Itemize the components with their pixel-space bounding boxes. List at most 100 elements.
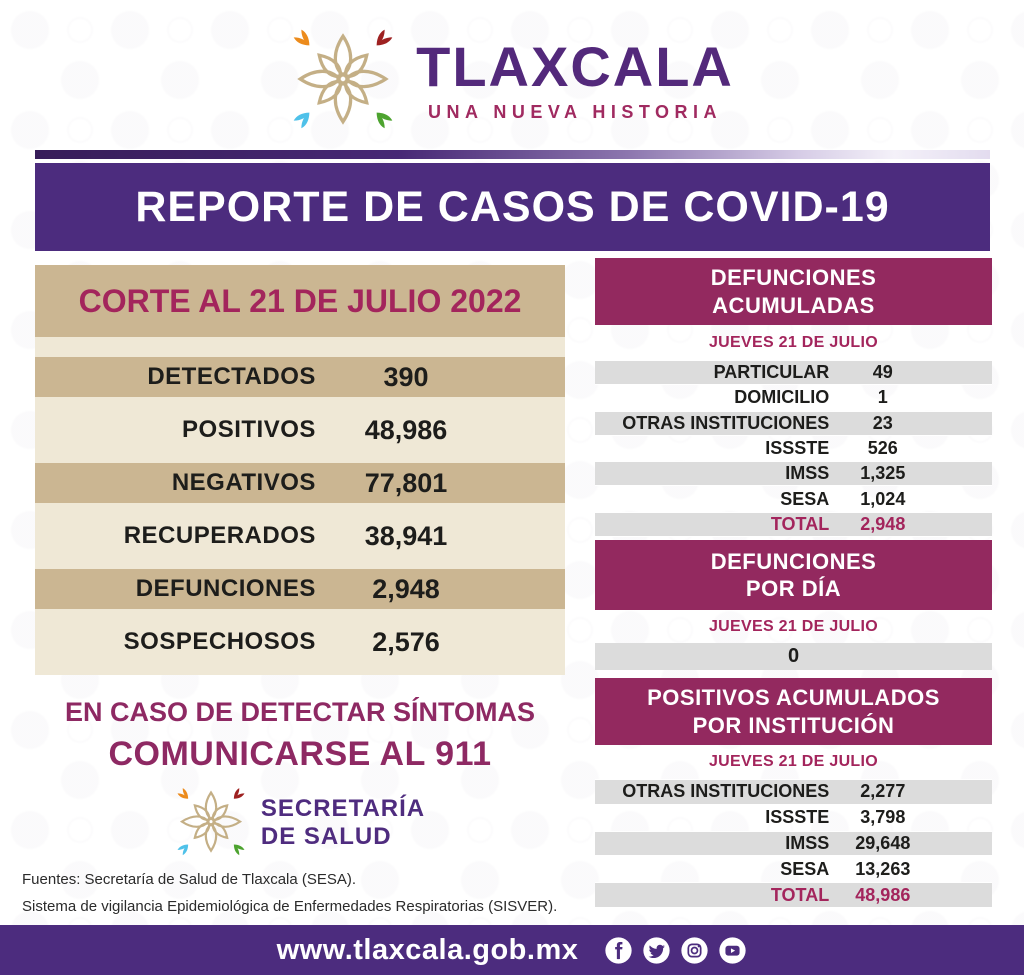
stat-value: 77,801 (364, 467, 448, 498)
youtube-icon[interactable] (718, 936, 747, 965)
deaths-per-day-value: 0 (595, 643, 992, 671)
row-value: 48,986 (855, 884, 911, 905)
table-row: OTRAS INSTITUCIONES 23 (595, 410, 992, 436)
section-title-line: DEFUNCIONES (710, 548, 877, 574)
row-value: 1,325 (860, 463, 906, 484)
report-title-banner: REPORTE DE CASOS DE COVID-19 (35, 163, 990, 251)
summary-panel: CORTE AL 21 DE JULIO 2022 DETECTADOS 390… (35, 265, 565, 675)
table-row: POSITIVOS 48,986 (35, 397, 565, 463)
row-value: 2,948 (860, 513, 906, 534)
health-dept-line2: DE SALUD (260, 823, 392, 850)
website-link[interactable]: www.tlaxcala.gob.mx (276, 933, 579, 966)
section-title-line: DEFUNCIONES (710, 265, 877, 290)
table-row-total: TOTAL 2,948 (595, 511, 992, 538)
deaths-accumulated-rows: PARTICULAR 49 DOMICILIO 1 OTRAS INSTITUC… (595, 360, 992, 538)
secretaria-flower-icon (175, 783, 247, 863)
table-row: NEGATIVOS 77,801 (35, 463, 565, 503)
brand-wordmark: TLAXCALA UNA NUEVA HISTORIA (416, 39, 734, 123)
row-value: 23 (872, 412, 893, 433)
stat-value: 38,941 (364, 520, 448, 551)
section-title-line: POR INSTITUCIÓN (692, 712, 895, 738)
divider-gradient-bar (35, 150, 990, 159)
source-line1: Fuentes: Secretaría de Salud de Tlaxcala… (22, 871, 357, 888)
table-row: ISSSTE 526 (595, 436, 992, 461)
detail-panel: DEFUNCIONES ACUMULADAS JUEVES 21 DE JULI… (595, 258, 992, 909)
row-label: OTRAS INSTITUCIONES (622, 412, 830, 433)
row-value: 2,277 (860, 781, 906, 802)
section-date: JUEVES 21 DE JULIO (708, 333, 879, 351)
stat-value: 390 (383, 361, 429, 392)
row-value: 1 (877, 387, 888, 408)
brand-tagline: UNA NUEVA HISTORIA (427, 102, 722, 122)
table-row: SOSPECHOSOS 2,576 (35, 609, 565, 675)
deaths-accumulated-header: DEFUNCIONES ACUMULADAS (595, 258, 992, 325)
table-row: PARTICULAR 49 (595, 360, 992, 386)
stat-value: 2,948 (372, 573, 440, 604)
brand-header: TLAXCALA UNA NUEVA HISTORIA (0, 22, 1024, 140)
health-department-logo: SECRETARÍA DE SALUD (35, 783, 565, 863)
table-row: ISSSTE 3,798 (595, 805, 992, 831)
table-row-total: TOTAL 48,986 (595, 882, 992, 909)
section-title-line: ACUMULADAS (712, 292, 875, 318)
report-title: REPORTE DE CASOS DE COVID-19 (135, 182, 890, 231)
row-label: SESA (780, 488, 830, 509)
table-row: DETECTADOS 390 (35, 357, 565, 397)
positives-rows: OTRAS INSTITUCIONES 2,277 ISSSTE 3,798 I… (595, 779, 992, 909)
row-value: 29,648 (855, 833, 911, 854)
twitter-icon[interactable] (642, 936, 671, 965)
stat-value: 2,576 (372, 626, 440, 657)
row-value: 3,798 (860, 807, 906, 828)
positives-by-institution-header: POSITIVOS ACUMULADOS POR INSTITUCIÓN (595, 678, 992, 746)
row-value: 13,263 (855, 858, 911, 879)
symptoms-alert: EN CASO DE DETECTAR SÍNTOMAS COMUNICARSE… (35, 697, 565, 774)
stat-label: DEFUNCIONES (135, 575, 316, 602)
stat-label: RECUPERADOS (123, 522, 316, 549)
stat-label: DETECTADOS (147, 363, 316, 390)
row-label: IMSS (785, 463, 830, 484)
row-label: DOMICILIO (734, 387, 830, 408)
stat-label: SOSPECHOSOS (123, 628, 316, 655)
footer-bar: www.tlaxcala.gob.mx (0, 925, 1024, 975)
table-row: OTRAS INSTITUCIONES 2,277 (595, 779, 992, 805)
section-title-line: POR DÍA (745, 576, 842, 602)
row-label: OTRAS INSTITUCIONES (622, 781, 830, 802)
row-label: ISSSTE (765, 807, 830, 828)
facebook-icon[interactable] (604, 936, 633, 965)
deaths-per-day-header: DEFUNCIONES POR DÍA (595, 540, 992, 611)
cutoff-date-title: CORTE AL 21 DE JULIO 2022 (78, 282, 522, 319)
stat-label: POSITIVOS (182, 416, 316, 443)
stat-label: NEGATIVOS (171, 469, 316, 496)
health-dept-line1: SECRETARÍA (260, 795, 426, 823)
summary-panel-header: CORTE AL 21 DE JULIO 2022 (35, 265, 565, 337)
tlaxcala-flower-icon (290, 22, 396, 140)
row-label: TOTAL (770, 513, 830, 534)
source-line2: Sistema de vigilancia Epidemiológica de … (22, 898, 558, 915)
row-value: 49 (872, 362, 893, 383)
social-links (604, 936, 747, 965)
row-label: PARTICULAR (713, 362, 830, 383)
row-label: SESA (780, 858, 830, 879)
table-row: DEFUNCIONES 2,948 (35, 569, 565, 609)
section-title-line: POSITIVOS ACUMULADOS (647, 685, 940, 711)
table-row: IMSS 1,325 (595, 461, 992, 487)
table-row: SESA 1,024 (595, 486, 992, 511)
table-row: DOMICILIO 1 (595, 385, 992, 410)
table-row: IMSS 29,648 (595, 830, 992, 857)
summary-rows: DETECTADOS 390 POSITIVOS 48,986 NEGATIVO… (35, 337, 565, 675)
row-label: IMSS (785, 833, 830, 854)
stat-value: 48,986 (364, 414, 448, 445)
brand-name: TLAXCALA (416, 35, 734, 98)
section-date: JUEVES 21 DE JULIO (708, 753, 879, 771)
row-value: 526 (867, 438, 898, 459)
alert-line2: COMUNICARSE AL 911 (108, 735, 492, 773)
row-label: ISSSTE (765, 438, 830, 459)
alert-line1: EN CASO DE DETECTAR SÍNTOMAS (64, 697, 536, 727)
instagram-icon[interactable] (680, 936, 709, 965)
section-date: JUEVES 21 DE JULIO (708, 617, 879, 635)
health-department-name: SECRETARÍA DE SALUD (261, 795, 425, 850)
row-label: TOTAL (770, 884, 830, 905)
row-value: 1,024 (860, 488, 906, 509)
table-row: SESA 13,263 (595, 856, 992, 882)
table-row: RECUPERADOS 38,941 (35, 503, 565, 569)
